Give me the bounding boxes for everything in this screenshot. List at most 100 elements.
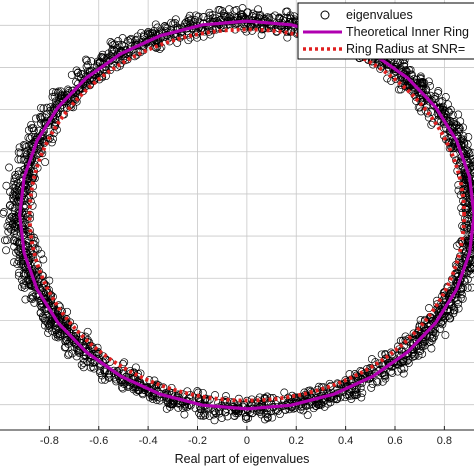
eigenvalue-point xyxy=(124,383,132,391)
x-tick-label: -0.8 xyxy=(40,435,59,447)
eigenvalue-point xyxy=(254,5,263,14)
eigenvalue-point xyxy=(70,343,79,352)
eigenvalue-point xyxy=(58,322,67,331)
eigenvalue-point xyxy=(307,387,316,396)
eigenvalue-point xyxy=(136,48,145,57)
eigenvalue-point xyxy=(243,8,252,17)
eigenvalue-point xyxy=(182,18,191,27)
eigenvalue-point xyxy=(449,150,458,159)
eigenvalue-point xyxy=(440,314,449,323)
eigenvalue-point xyxy=(120,358,129,367)
eigenvalue-point xyxy=(441,331,450,340)
eigenvalue-point xyxy=(397,85,405,94)
eigenvalue-point xyxy=(50,92,59,101)
eigenvalue-point xyxy=(48,88,57,97)
eigenvalue-point xyxy=(167,18,176,27)
eigenvalue-point xyxy=(287,14,295,23)
eigenvalue-point xyxy=(14,257,23,265)
eigenvalue-point xyxy=(414,351,423,360)
eigenvalue-point xyxy=(470,214,474,223)
eigenvalue-point xyxy=(27,124,36,133)
eigenvalue-point xyxy=(5,163,14,172)
eigenvalue-point xyxy=(64,349,73,358)
eigenvalue-point xyxy=(280,388,289,397)
eigenvalue-point xyxy=(237,10,246,18)
eigenvalue-point xyxy=(38,112,47,121)
eigenvalue-point xyxy=(247,395,256,404)
eigenvalue-point xyxy=(191,16,200,25)
eigenvalue-point xyxy=(367,383,376,392)
eigenvalue-point xyxy=(373,378,382,387)
eigenvalue-point xyxy=(118,34,127,43)
eigenvalue-point xyxy=(160,22,169,30)
eigenvalue-point xyxy=(19,261,28,270)
eigenvalue-point xyxy=(286,11,295,20)
eigenvalue-point xyxy=(448,275,456,284)
eigenvalue-point xyxy=(10,229,19,238)
eigenvalue-point xyxy=(0,208,8,217)
eigenvalue-point xyxy=(471,266,474,274)
eigenvalue-point xyxy=(241,412,250,421)
eigenvalue-point xyxy=(101,72,110,81)
eigenvalue-point xyxy=(255,393,264,402)
eigenvalue-point xyxy=(40,137,49,146)
eigenvalue-point xyxy=(152,380,161,389)
eigenvalue-point xyxy=(48,92,57,101)
eigenvalue-point xyxy=(454,304,463,313)
eigenvalue-point xyxy=(455,123,464,132)
eigenvalue-point xyxy=(377,350,386,359)
eigenvalue-point xyxy=(275,410,284,419)
eigenvalue-point xyxy=(173,38,182,47)
eigenvalue-point xyxy=(426,91,435,100)
eigenvalue-point xyxy=(37,303,46,311)
eigenvalue-point xyxy=(404,359,413,367)
eigenvalue-point xyxy=(11,170,20,179)
x-tick-labels: -0.8 -0.6 -0.4 -0.2 0 0.2 0.4 0.6 0.8 xyxy=(40,435,452,447)
eigenvalue-point xyxy=(263,410,272,419)
eigenvalue-point xyxy=(62,315,71,324)
eigenvalue-point xyxy=(406,65,415,74)
x-tick-label: 0.6 xyxy=(387,435,402,447)
eigenvalue-point xyxy=(426,312,434,321)
eigenvalue-point xyxy=(201,411,210,420)
eigenvalue-point xyxy=(192,30,201,39)
eigenvalue-point xyxy=(464,133,473,141)
eigenvalue-point xyxy=(407,78,416,87)
x-tick-label: -0.2 xyxy=(188,435,207,447)
eigenvalue-point xyxy=(356,383,365,392)
eigenvalue-point xyxy=(86,358,95,367)
eigenvalue-point xyxy=(407,70,416,79)
eigenvalue-point xyxy=(0,209,8,218)
eigenvalue-point xyxy=(174,403,183,412)
eigenvalue-point xyxy=(145,393,154,402)
eigenvalue-point xyxy=(77,70,86,78)
eigenvalue-point xyxy=(8,203,17,212)
eigenvalue-point xyxy=(299,406,308,415)
eigenvalue-point xyxy=(10,174,19,183)
eigenvalue-point xyxy=(0,236,9,245)
legend-label-ring-radius: Ring Radius at SNR= xyxy=(346,42,465,56)
eigenvalue-point xyxy=(421,315,429,324)
eigenvalue-point xyxy=(108,39,117,48)
x-tick-label: 0.4 xyxy=(338,435,353,447)
eigenvalue-point xyxy=(100,366,109,375)
eigenvalue-point xyxy=(470,217,474,225)
eigenvalue-point xyxy=(93,57,102,66)
eigenvalue-point xyxy=(386,367,395,376)
eigenvalue-point xyxy=(464,147,473,156)
eigenvalue-point xyxy=(470,262,474,271)
eigenvalue-point xyxy=(117,378,126,387)
eigenvalue-point xyxy=(115,50,124,59)
eigenvalue-point xyxy=(434,87,443,95)
eigenvalue-point xyxy=(401,336,410,345)
eigenvalue-point xyxy=(215,409,224,418)
axes xyxy=(0,426,474,431)
eigenvalue-point xyxy=(5,201,14,210)
eigenvalue-point xyxy=(471,157,474,166)
eigenvalue-point xyxy=(256,10,265,19)
eigenvalue-point xyxy=(450,123,459,132)
eigenvalue-point xyxy=(290,393,299,402)
eigenvalue-point xyxy=(417,98,426,107)
eigenvalue-point xyxy=(413,82,421,91)
eigenvalue-point xyxy=(15,143,24,152)
